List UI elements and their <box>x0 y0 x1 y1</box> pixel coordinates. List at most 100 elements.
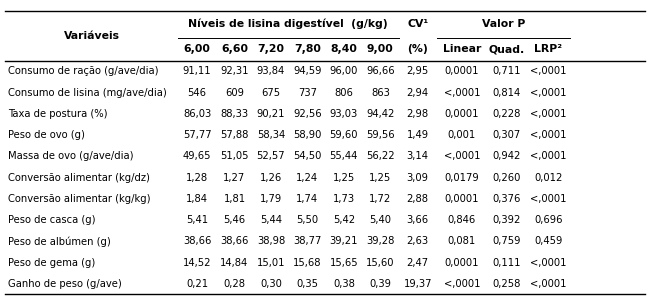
Text: 14,52: 14,52 <box>183 258 211 268</box>
Text: 0,012: 0,012 <box>534 173 562 183</box>
Text: 0,942: 0,942 <box>493 151 521 161</box>
Text: 0,0001: 0,0001 <box>445 194 479 204</box>
Text: 92,56: 92,56 <box>293 109 322 119</box>
Text: Peso de ovo (g): Peso de ovo (g) <box>8 130 84 140</box>
Text: 0,21: 0,21 <box>186 279 208 289</box>
Text: 5,40: 5,40 <box>369 215 391 225</box>
Text: (%): (%) <box>408 44 428 54</box>
Text: 58,34: 58,34 <box>257 130 285 140</box>
Text: <,0001: <,0001 <box>530 66 566 76</box>
Text: 38,77: 38,77 <box>293 236 322 246</box>
Text: 1,25: 1,25 <box>369 173 391 183</box>
Text: 2,98: 2,98 <box>407 109 429 119</box>
Text: 1,27: 1,27 <box>224 173 246 183</box>
Text: 38,66: 38,66 <box>220 236 249 246</box>
Text: 57,77: 57,77 <box>183 130 211 140</box>
Text: 5,46: 5,46 <box>224 215 246 225</box>
Text: 15,60: 15,60 <box>366 258 395 268</box>
Text: Consumo de lisina (mg/ave/dia): Consumo de lisina (mg/ave/dia) <box>8 88 166 98</box>
Text: Massa de ovo (g/ave/dia): Massa de ovo (g/ave/dia) <box>8 151 133 161</box>
Text: 0,846: 0,846 <box>448 215 476 225</box>
Text: Conversão alimentar (kg/dz): Conversão alimentar (kg/dz) <box>8 173 150 183</box>
Text: 0,38: 0,38 <box>333 279 355 289</box>
Text: 2,63: 2,63 <box>407 236 429 246</box>
Text: Consumo de ração (g/ave/dia): Consumo de ração (g/ave/dia) <box>8 66 159 76</box>
Text: <,0001: <,0001 <box>443 151 480 161</box>
Text: 1,25: 1,25 <box>333 173 355 183</box>
Text: 737: 737 <box>298 88 317 98</box>
Text: 2,88: 2,88 <box>407 194 429 204</box>
Text: 5,50: 5,50 <box>296 215 318 225</box>
Text: 7,20: 7,20 <box>257 44 285 54</box>
Text: 96,66: 96,66 <box>366 66 395 76</box>
Text: 51,05: 51,05 <box>220 151 249 161</box>
Text: 15,65: 15,65 <box>330 258 358 268</box>
Text: 6,60: 6,60 <box>221 44 248 54</box>
Text: <,0001: <,0001 <box>443 88 480 98</box>
Text: 0,711: 0,711 <box>493 66 521 76</box>
Text: 5,42: 5,42 <box>333 215 355 225</box>
Text: 0,392: 0,392 <box>493 215 521 225</box>
Text: 2,94: 2,94 <box>407 88 429 98</box>
Text: 14,84: 14,84 <box>220 258 248 268</box>
Text: 0,0179: 0,0179 <box>445 173 479 183</box>
Text: LRP²: LRP² <box>534 44 562 54</box>
Text: 0,39: 0,39 <box>369 279 391 289</box>
Text: <,0001: <,0001 <box>530 194 566 204</box>
Text: 15,01: 15,01 <box>257 258 285 268</box>
Text: 94,42: 94,42 <box>366 109 395 119</box>
Text: 0,081: 0,081 <box>448 236 476 246</box>
Text: 54,50: 54,50 <box>293 151 322 161</box>
Text: 86,03: 86,03 <box>183 109 211 119</box>
Text: 57,88: 57,88 <box>220 130 249 140</box>
Text: 675: 675 <box>261 88 281 98</box>
Text: 39,28: 39,28 <box>366 236 395 246</box>
Text: 0,260: 0,260 <box>493 173 521 183</box>
Text: 546: 546 <box>188 88 207 98</box>
Text: 0,696: 0,696 <box>534 215 562 225</box>
Text: 1,26: 1,26 <box>260 173 282 183</box>
Text: 0,376: 0,376 <box>493 194 521 204</box>
Text: Ganho de peso (g/ave): Ganho de peso (g/ave) <box>8 279 122 289</box>
Text: 9,00: 9,00 <box>367 44 394 54</box>
Text: 38,66: 38,66 <box>183 236 211 246</box>
Text: 59,60: 59,60 <box>330 130 358 140</box>
Text: 5,44: 5,44 <box>260 215 282 225</box>
Text: 19,37: 19,37 <box>404 279 432 289</box>
Text: <,0001: <,0001 <box>530 258 566 268</box>
Text: 96,00: 96,00 <box>330 66 358 76</box>
Text: CV¹: CV¹ <box>407 19 428 29</box>
Text: 3,09: 3,09 <box>407 173 429 183</box>
Text: Níveis de lisina digestível  (g/kg): Níveis de lisina digestível (g/kg) <box>188 19 388 29</box>
Text: 0,001: 0,001 <box>448 130 476 140</box>
Text: 0,228: 0,228 <box>493 109 521 119</box>
Text: 8,40: 8,40 <box>330 44 358 54</box>
Text: 863: 863 <box>371 88 390 98</box>
Text: 88,33: 88,33 <box>220 109 248 119</box>
Text: 1,49: 1,49 <box>407 130 429 140</box>
Text: Taxa de postura (%): Taxa de postura (%) <box>8 109 107 119</box>
Text: Variáveis: Variáveis <box>64 31 120 41</box>
Text: 90,21: 90,21 <box>257 109 285 119</box>
Text: 3,14: 3,14 <box>407 151 429 161</box>
Text: 59,56: 59,56 <box>366 130 395 140</box>
Text: 0,307: 0,307 <box>493 130 521 140</box>
Text: 55,44: 55,44 <box>330 151 358 161</box>
Text: 0,459: 0,459 <box>534 236 562 246</box>
Text: <,0001: <,0001 <box>530 279 566 289</box>
Text: <,0001: <,0001 <box>530 151 566 161</box>
Text: 0,28: 0,28 <box>224 279 246 289</box>
Text: 5,41: 5,41 <box>186 215 208 225</box>
Text: 93,03: 93,03 <box>330 109 358 119</box>
Text: 15,68: 15,68 <box>293 258 322 268</box>
Text: 6,00: 6,00 <box>184 44 211 54</box>
Text: 1,74: 1,74 <box>296 194 318 204</box>
Text: 91,11: 91,11 <box>183 66 211 76</box>
Text: 0,0001: 0,0001 <box>445 109 479 119</box>
Text: 609: 609 <box>225 88 244 98</box>
Text: Peso de casca (g): Peso de casca (g) <box>8 215 96 225</box>
Text: 58,90: 58,90 <box>293 130 322 140</box>
Text: 38,98: 38,98 <box>257 236 285 246</box>
Text: 56,22: 56,22 <box>366 151 395 161</box>
Text: 0,0001: 0,0001 <box>445 66 479 76</box>
